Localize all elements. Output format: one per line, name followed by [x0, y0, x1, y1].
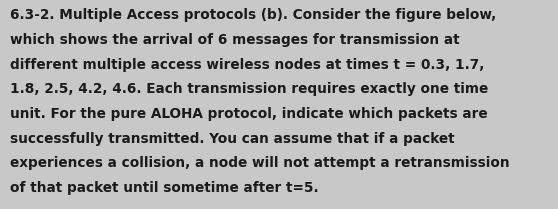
Text: unit. For the pure ALOHA protocol, indicate which packets are: unit. For the pure ALOHA protocol, indic… [10, 107, 488, 121]
Text: different multiple access wireless nodes at times t = 0.3, 1.7,: different multiple access wireless nodes… [10, 58, 484, 72]
Text: 1.8, 2.5, 4.2, 4.6. Each transmission requires exactly one time: 1.8, 2.5, 4.2, 4.6. Each transmission re… [10, 82, 488, 96]
Text: of that packet until sometime after t=5.: of that packet until sometime after t=5. [10, 181, 319, 195]
Text: which shows the arrival of 6 messages for transmission at: which shows the arrival of 6 messages fo… [10, 33, 460, 47]
Text: experiences a collision, a node will not attempt a retransmission: experiences a collision, a node will not… [10, 156, 509, 170]
Text: successfully transmitted. You can assume that if a packet: successfully transmitted. You can assume… [10, 132, 455, 146]
Text: 6.3-2. Multiple Access protocols (b). Consider the figure below,: 6.3-2. Multiple Access protocols (b). Co… [10, 8, 496, 22]
